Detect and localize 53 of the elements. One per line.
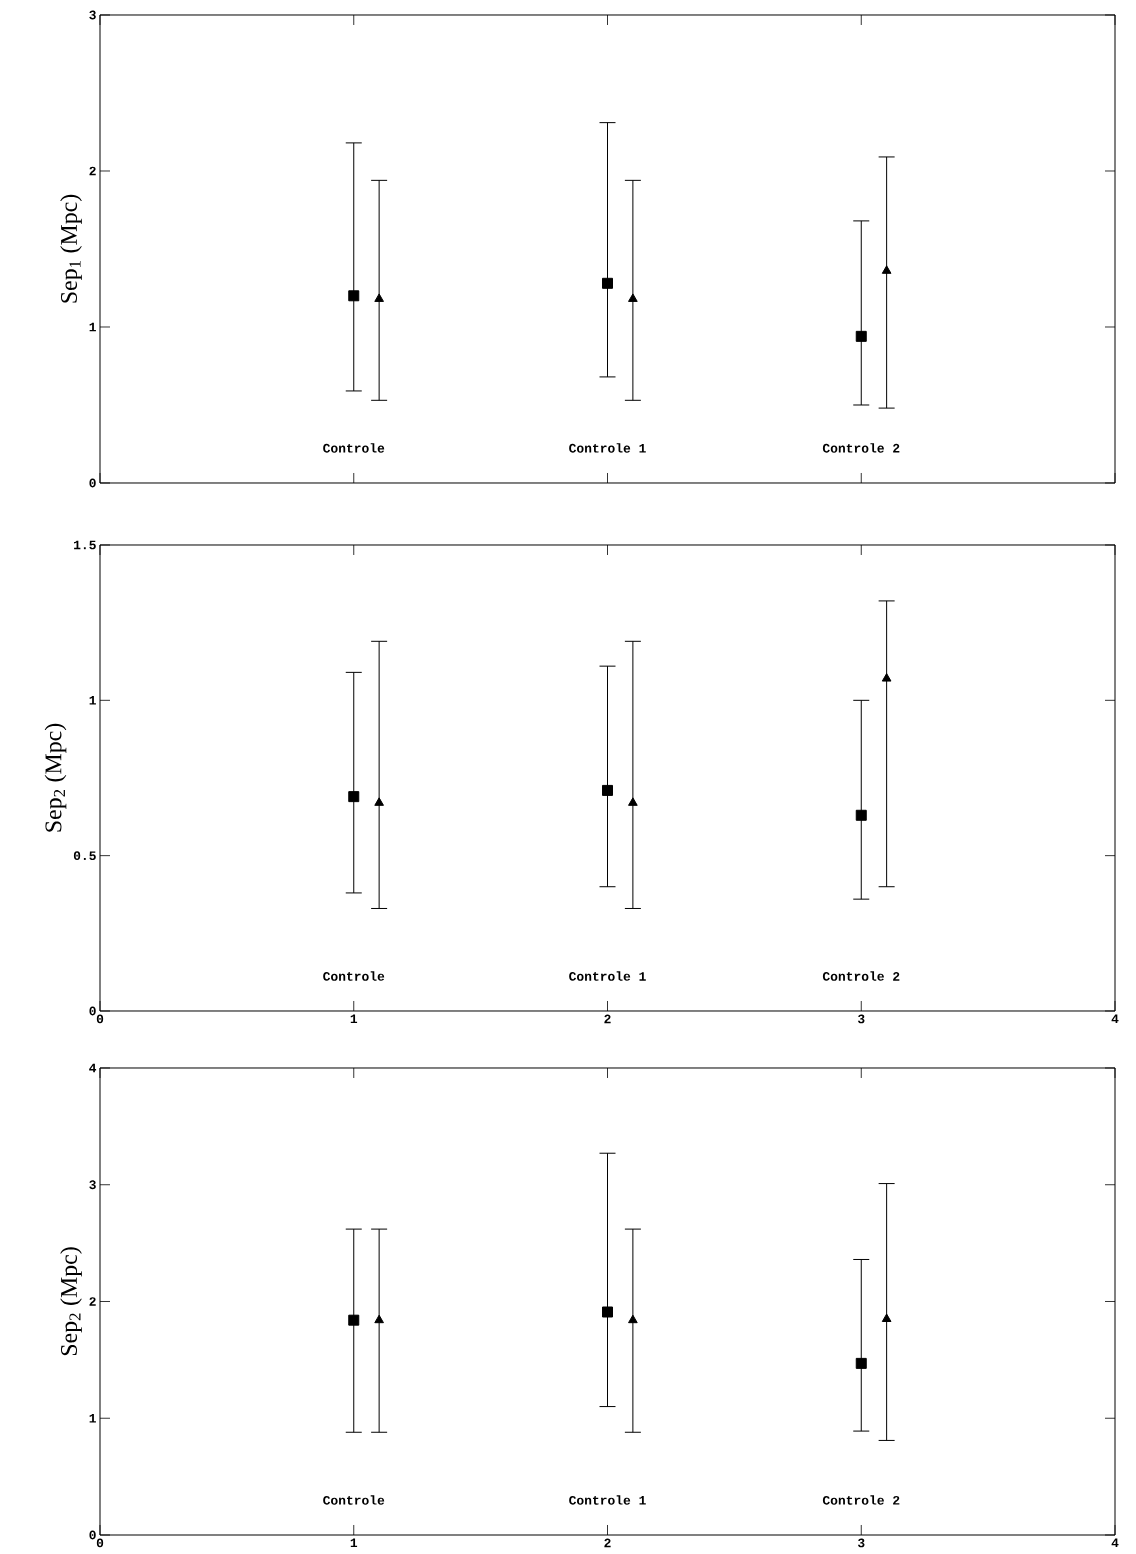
y-axis-title: Sep$_{1}$ (Mpc) bbox=[60, 194, 82, 303]
x-tick-label: 3 bbox=[857, 1538, 865, 1548]
y-tick-label: 0 bbox=[89, 478, 96, 488]
y-tick-label: 0 bbox=[89, 1530, 96, 1540]
y-tick-label: 2 bbox=[89, 166, 96, 176]
annotation: Controle 2 bbox=[822, 443, 900, 453]
y-tick-label: 1 bbox=[89, 696, 96, 705]
point bbox=[374, 797, 384, 806]
point bbox=[855, 330, 867, 342]
annotation: Controle 2 bbox=[822, 1495, 900, 1505]
y-tick-label: 2 bbox=[89, 1297, 96, 1306]
y-axis-title: Sep$_{2}$ (Mpc) bbox=[60, 1247, 82, 1356]
point bbox=[881, 265, 892, 274]
point bbox=[881, 1313, 892, 1323]
y-tick-label: 4 bbox=[89, 1063, 97, 1073]
y-axis-title: Sep$_{2}$ (Mpc) bbox=[44, 723, 67, 832]
point bbox=[348, 290, 360, 302]
x-tick-label: 2 bbox=[604, 1014, 611, 1024]
annotation: Controle 1 bbox=[569, 971, 646, 981]
annotation: Controle bbox=[323, 443, 385, 453]
y-tick-label: 3 bbox=[89, 10, 96, 20]
x-tick-label: 0 bbox=[96, 1014, 104, 1024]
annotation: Controle 1 bbox=[569, 443, 646, 453]
point bbox=[628, 1314, 638, 1324]
y-tick-label: 3 bbox=[89, 1180, 96, 1190]
y-tick-label: 0 bbox=[89, 1006, 96, 1016]
point bbox=[855, 809, 867, 821]
annotation: Controle bbox=[323, 1495, 385, 1505]
x-tick-label: 1 bbox=[350, 1014, 358, 1024]
x-tick-label: 3 bbox=[857, 1014, 865, 1024]
point bbox=[855, 1357, 867, 1369]
point bbox=[348, 1314, 360, 1326]
point bbox=[628, 293, 638, 302]
annotation: Controle bbox=[323, 971, 385, 981]
point bbox=[602, 277, 613, 289]
y-tick-label: 0.5 bbox=[73, 851, 96, 861]
point bbox=[348, 791, 360, 803]
y-tick-label: 1.5 bbox=[74, 540, 96, 550]
point bbox=[374, 1314, 384, 1324]
x-tick-label: 0 bbox=[96, 1538, 104, 1548]
y-tick-label: 1 bbox=[89, 1413, 96, 1423]
point bbox=[628, 797, 638, 806]
x-tick-label: 4 bbox=[1111, 1014, 1119, 1024]
annotation: Controle 1 bbox=[569, 1495, 646, 1505]
point bbox=[374, 293, 384, 302]
x-tick-label: 4 bbox=[1111, 1538, 1119, 1548]
x-tick-label: 2 bbox=[604, 1538, 611, 1548]
point bbox=[881, 673, 892, 682]
x-tick-label: 1 bbox=[350, 1538, 358, 1548]
y-tick-label: 1 bbox=[89, 322, 96, 332]
annotation: Controle 2 bbox=[822, 971, 900, 981]
point bbox=[602, 784, 613, 796]
point bbox=[602, 1306, 613, 1318]
